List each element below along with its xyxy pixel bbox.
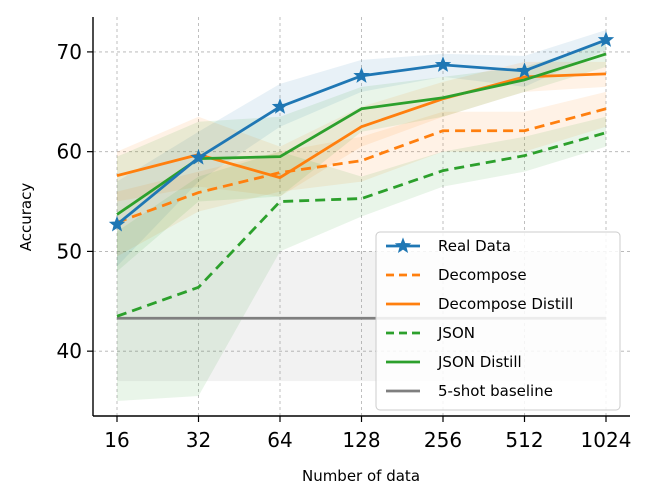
- marker-real-data: [353, 67, 370, 83]
- legend-marker-real-data: [394, 237, 412, 253]
- marker-real-data: [108, 215, 126, 232]
- legend-label-json: JSON: [437, 324, 475, 342]
- legend-box: [375, 231, 621, 411]
- series-markers: [108, 31, 615, 232]
- y-ticks: 40 50 60 70: [57, 40, 93, 363]
- band-decompose: [117, 91, 606, 257]
- marker-real-data: [190, 149, 207, 165]
- band-json: [117, 116, 606, 402]
- x-tick-label: 512: [505, 428, 543, 452]
- band-json-distill: [117, 41, 606, 272]
- x-tick-label: 16: [104, 428, 129, 452]
- x-axis-title: Number of data: [302, 467, 420, 485]
- marker-real-data: [434, 56, 452, 72]
- marker-real-data: [516, 62, 533, 78]
- x-tick-label: 64: [267, 428, 292, 452]
- legend-label-json-distill: JSON Distill: [437, 353, 522, 371]
- legend: Real Data Decompose Decompose Distill JSON J…: [375, 231, 621, 411]
- legend-label-5-shot-baseline: 5-shot baseline: [438, 382, 553, 400]
- y-tick-label: 70: [57, 40, 82, 64]
- marker-real-data: [597, 31, 615, 47]
- x-ticks: 16 32 64 128 256 512 1024: [104, 416, 631, 452]
- x-tick-label: 32: [186, 428, 211, 452]
- y-tick-label: 50: [57, 239, 82, 263]
- y-tick-label: 60: [57, 140, 82, 164]
- x-tick-label: 128: [342, 428, 380, 452]
- legend-label-decompose: Decompose: [438, 266, 527, 284]
- x-tick-label: 256: [424, 428, 462, 452]
- y-axis-title: Accuracy: [17, 183, 35, 252]
- line-json: [116, 131, 607, 318]
- marker-real-data: [271, 98, 289, 114]
- grid: [93, 17, 630, 416]
- y-tick-label: 40: [57, 339, 82, 363]
- line-decompose: [116, 107, 607, 224]
- legend-label-decompose-distill: Decompose Distill: [438, 295, 573, 313]
- legend-label-real-data: Real Data: [438, 237, 511, 255]
- x-tick-label: 1024: [581, 428, 632, 452]
